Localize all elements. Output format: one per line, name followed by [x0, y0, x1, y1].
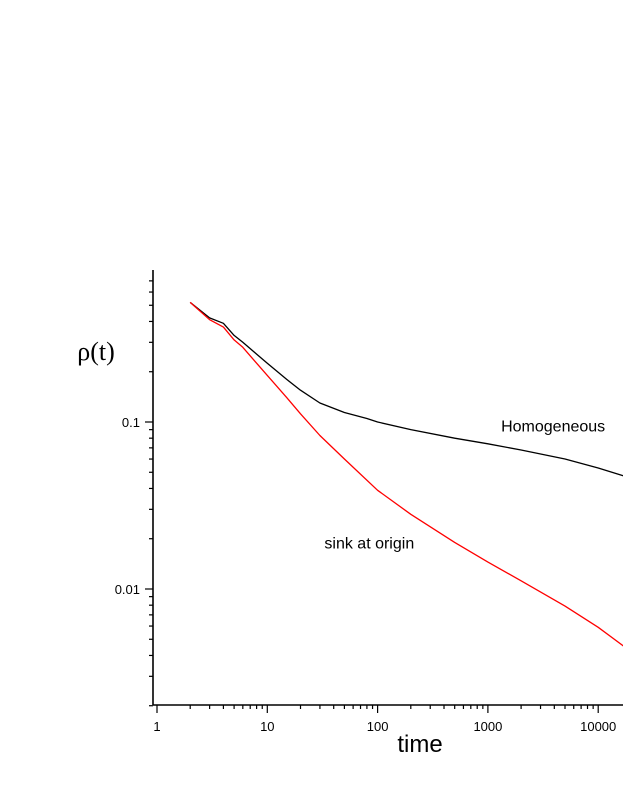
series-layer — [189, 301, 623, 647]
y-tick-label: 0.1 — [122, 415, 140, 430]
x-axis-label: time — [397, 731, 442, 758]
annotation-layer: Homogeneous sink at origin — [324, 419, 605, 553]
series-line-2 — [189, 301, 623, 647]
y-tick-label: 0.01 — [115, 582, 140, 597]
series-line-1 — [189, 301, 623, 477]
x-tick-label: 10000 — [580, 719, 616, 734]
x-tick-label: 1 — [153, 719, 160, 734]
annotation-label: sink at origin — [324, 535, 414, 552]
y-axis-label: ρ(t) — [77, 337, 115, 366]
x-tick-label: 10 — [260, 719, 274, 734]
annotation-label: Homogeneous — [501, 419, 605, 436]
axes: 0.01 0.1 1 10 100 1000 10000 — [115, 270, 623, 734]
x-tick-label: 100 — [367, 719, 389, 734]
x-tick-label: 1000 — [473, 719, 502, 734]
